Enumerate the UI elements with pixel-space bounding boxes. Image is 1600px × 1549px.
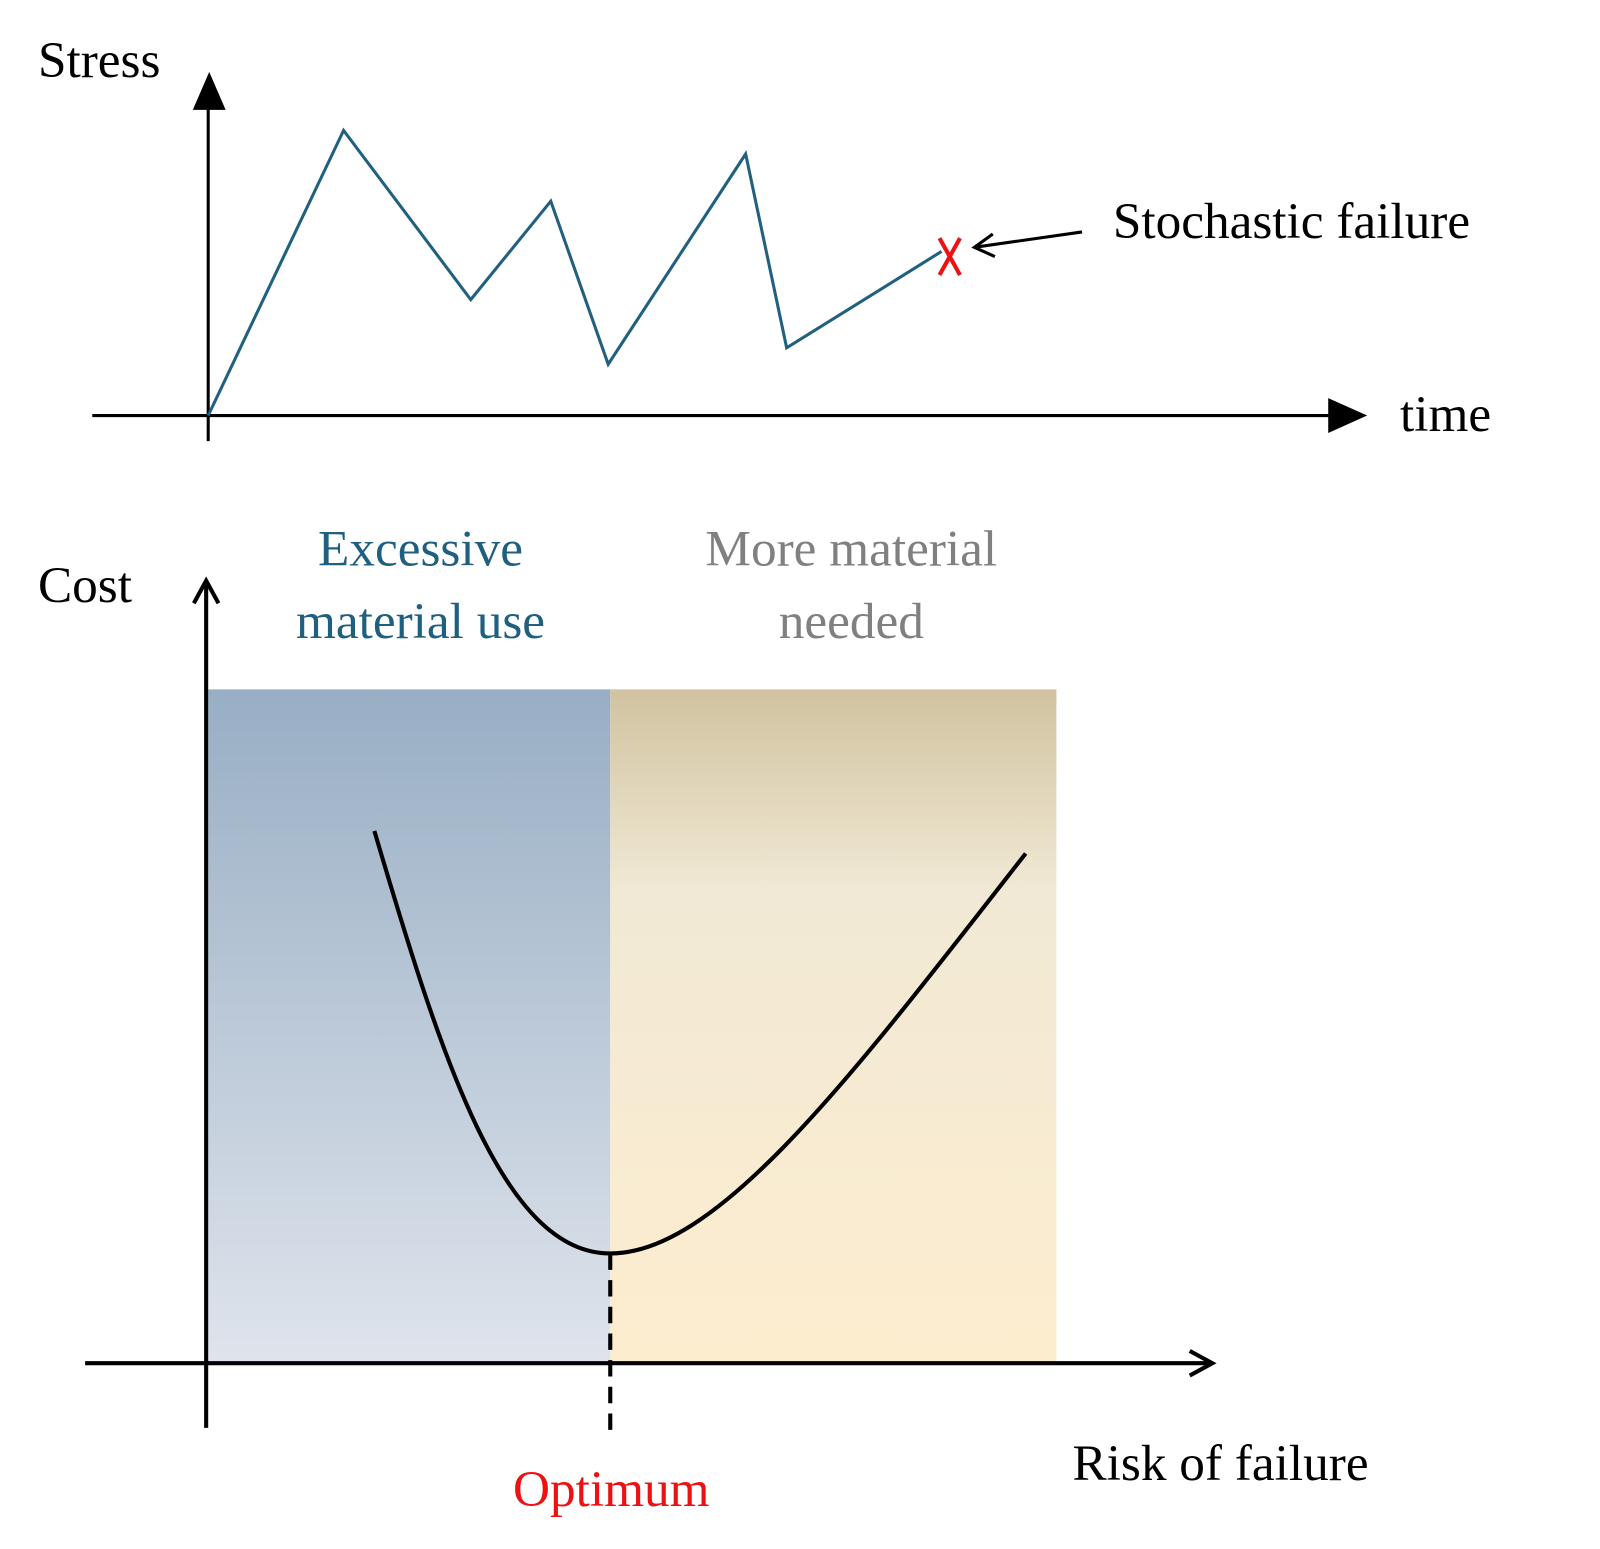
y-arrowhead (192, 576, 221, 605)
y-axis-label: Cost (38, 557, 132, 614)
annotation: Stochastic failure (1113, 193, 1470, 250)
x-axis-label: time (1400, 386, 1491, 443)
optimum-label: Optimum (513, 1461, 710, 1518)
region-label: More material (705, 520, 997, 577)
x-arrowhead (1188, 1349, 1217, 1378)
stress-line (206, 127, 943, 417)
y-axis-label: Stress (38, 32, 160, 89)
failure-mark (937, 237, 962, 277)
region-label: material use (296, 593, 545, 650)
y-arrowhead (192, 71, 226, 110)
region-label: Excessive (318, 520, 523, 577)
right-region (610, 689, 1057, 1363)
cost-diagram: Cost Excessive material use More materia… (38, 520, 1369, 1518)
failure-arrow (971, 230, 1083, 258)
stress-diagram: Stress time Stochastic failure (38, 32, 1491, 443)
x-axis-label: Risk of failure (1072, 1435, 1368, 1492)
x-arrowhead (1328, 398, 1368, 433)
region-label: needed (779, 593, 924, 650)
left-region (208, 689, 611, 1363)
cost-curve (372, 830, 1028, 1256)
